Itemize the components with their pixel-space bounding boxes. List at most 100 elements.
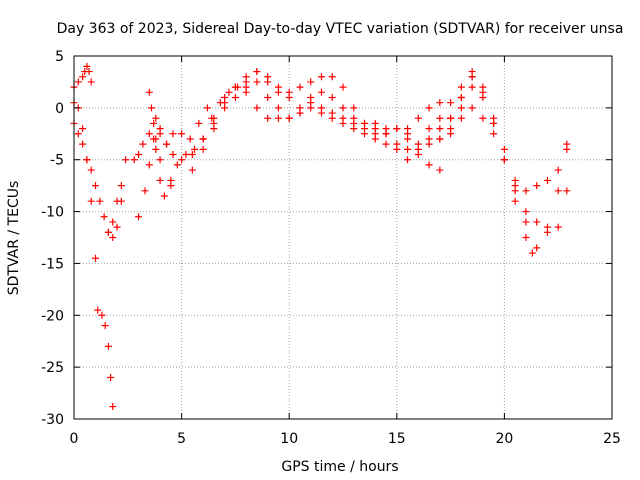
data-point — [199, 135, 207, 143]
data-point — [188, 166, 196, 174]
data-point — [490, 119, 498, 127]
series-track-o — [436, 83, 571, 252]
data-point — [182, 151, 190, 159]
data-point — [457, 83, 465, 91]
data-point — [79, 73, 87, 81]
data-point — [339, 104, 347, 112]
data-point — [361, 130, 369, 138]
series-track-m — [199, 73, 476, 148]
data-point — [87, 166, 95, 174]
data-point — [436, 125, 444, 133]
y-tick-label: -25 — [41, 360, 64, 376]
data-point — [436, 135, 444, 143]
data-point — [163, 140, 171, 148]
data-point — [425, 140, 433, 148]
data-point — [87, 78, 95, 86]
series-track-l — [188, 68, 412, 174]
y-tick-label: -10 — [41, 205, 64, 221]
data-point — [178, 130, 186, 138]
data-point — [468, 73, 476, 81]
data-point — [533, 244, 541, 252]
y-tick-label: -30 — [41, 412, 64, 428]
data-point — [543, 176, 551, 184]
series-track-q — [425, 73, 536, 257]
data-point — [92, 182, 100, 190]
data-point — [511, 176, 519, 184]
series-track-k — [188, 68, 444, 159]
series-track-h — [152, 145, 175, 200]
data-point — [203, 104, 211, 112]
data-point — [554, 166, 562, 174]
data-point — [98, 311, 106, 319]
data-point — [425, 161, 433, 169]
data-point — [274, 114, 282, 122]
data-point — [328, 114, 336, 122]
data-point — [145, 88, 153, 96]
data-point — [109, 218, 117, 226]
data-point — [479, 114, 487, 122]
series-track-p — [447, 104, 571, 195]
x-tick-label: 15 — [388, 431, 406, 447]
y-tick-label: 0 — [55, 101, 64, 117]
data-point — [74, 78, 82, 86]
data-point — [479, 88, 487, 96]
data-point — [554, 223, 562, 231]
series-track-n — [404, 68, 571, 231]
data-point — [94, 306, 102, 314]
data-point — [361, 119, 369, 127]
y-tick-label: 5 — [55, 49, 64, 65]
data-point — [447, 130, 455, 138]
data-point — [83, 62, 91, 70]
data-point — [339, 119, 347, 127]
data-point — [468, 83, 476, 91]
data-point — [107, 374, 115, 382]
data-point — [87, 197, 95, 205]
x-tick-label: 0 — [70, 431, 79, 447]
data-point — [264, 114, 272, 122]
x-tick-label: 25 — [603, 431, 621, 447]
data-point — [188, 151, 196, 159]
data-point — [160, 192, 168, 200]
data-point — [404, 156, 412, 164]
data-point — [191, 145, 199, 153]
data-point — [167, 176, 175, 184]
data-point — [156, 176, 164, 184]
data-point — [242, 83, 250, 91]
data-point — [328, 93, 336, 101]
data-point — [307, 104, 315, 112]
data-point — [522, 234, 530, 241]
data-point — [436, 99, 444, 107]
data-point — [457, 104, 465, 112]
data-point — [296, 83, 304, 91]
series-track-i — [130, 104, 211, 164]
data-point — [274, 83, 282, 91]
data-point — [104, 228, 112, 236]
data-point — [113, 223, 121, 231]
data-point — [199, 145, 207, 153]
data-point — [285, 88, 293, 96]
data-point — [447, 99, 455, 107]
data-point — [264, 93, 272, 101]
data-point — [468, 104, 476, 112]
data-point — [522, 208, 530, 216]
x-tick-label: 5 — [177, 431, 186, 447]
data-point — [528, 249, 536, 257]
data-point — [296, 109, 304, 117]
data-point — [83, 156, 91, 164]
data-point — [145, 130, 153, 138]
data-point — [522, 218, 530, 226]
data-point — [79, 140, 87, 148]
y-tick-labels: -30 -25 -20 -15 -10 -5 0 5 — [41, 49, 64, 428]
data-point — [393, 125, 401, 133]
data-point — [147, 104, 155, 112]
data-point — [522, 187, 530, 195]
data-point — [96, 197, 104, 205]
data-point — [104, 342, 112, 350]
data-point — [382, 140, 390, 148]
data-point — [122, 156, 130, 164]
series-track-d — [94, 306, 117, 411]
x-tick-label: 10 — [280, 431, 298, 447]
data-point — [350, 104, 358, 112]
plot-frame — [73, 55, 613, 420]
data-point — [371, 130, 379, 138]
